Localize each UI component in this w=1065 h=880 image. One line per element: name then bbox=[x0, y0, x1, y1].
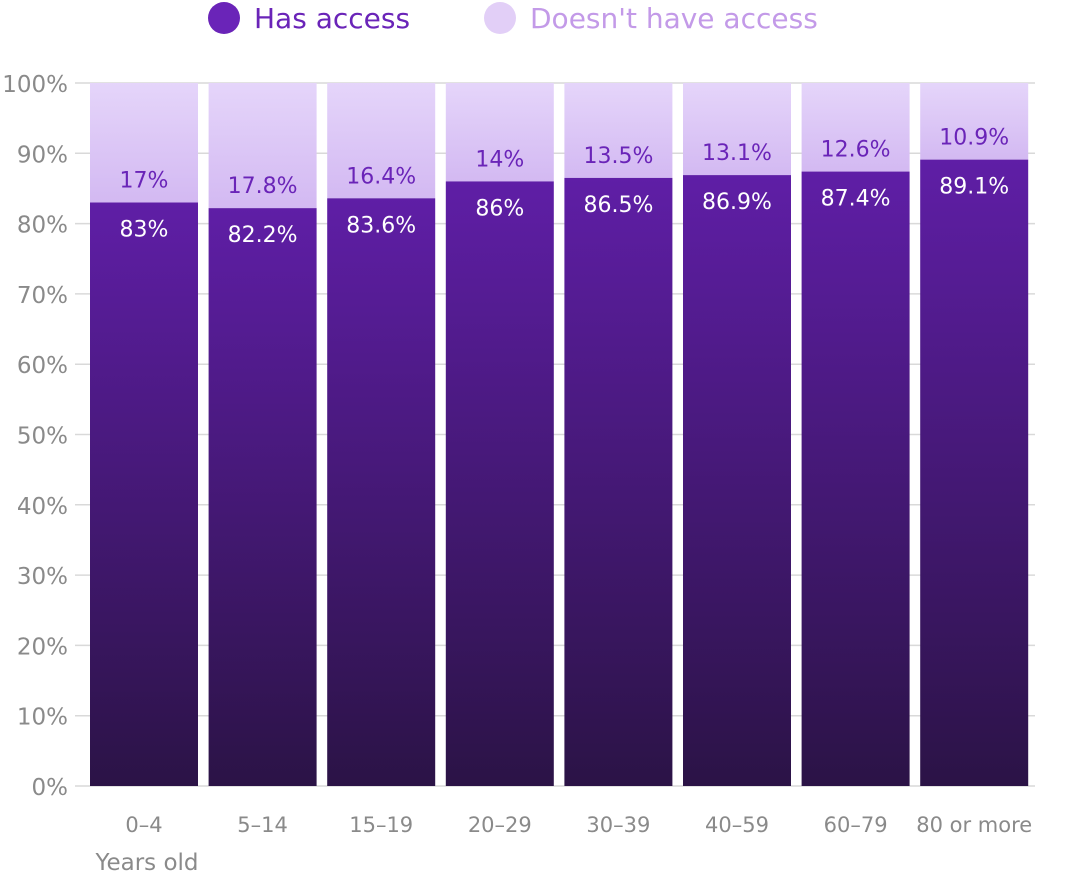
y-tick-label: 20% bbox=[17, 634, 68, 660]
legend-swatch-has-access bbox=[208, 2, 240, 34]
y-tick-label: 100% bbox=[2, 72, 68, 98]
x-axis: 0–4 5–14 15–19 20–29 30–39 40–59 60–79 80 or mo… bbox=[125, 813, 1032, 837]
y-tick-label: 10% bbox=[17, 705, 68, 731]
data-label-has-access: 86.5% bbox=[583, 193, 653, 218]
bar-has-access[interactable] bbox=[208, 208, 317, 786]
bar-has-access[interactable] bbox=[327, 198, 436, 787]
bars: 17% 83% 17.8% 82.2% 16.4% 83.6% 14% 86% 13.5% 86.… bbox=[90, 83, 1029, 787]
data-label-no-access: 17.8% bbox=[228, 174, 298, 199]
legend: Has access Doesn't have access bbox=[0, 0, 1065, 36]
x-tick-label: 15–19 bbox=[349, 813, 413, 837]
legend-label-has-access: Has access bbox=[254, 1, 411, 35]
bar-no-access[interactable] bbox=[90, 83, 198, 203]
x-tick-label: 5–14 bbox=[237, 813, 288, 837]
x-tick-label: 60–79 bbox=[824, 813, 888, 837]
y-tick-label: 0% bbox=[32, 775, 69, 801]
data-label-has-access: 83% bbox=[120, 218, 169, 243]
data-label-has-access: 83.6% bbox=[346, 213, 416, 238]
data-label-has-access: 87.4% bbox=[821, 187, 891, 212]
bar-no-access[interactable] bbox=[445, 83, 554, 182]
data-label-no-access: 13.5% bbox=[583, 144, 653, 169]
x-tick-label: 30–39 bbox=[586, 813, 650, 837]
bar-no-access[interactable] bbox=[327, 83, 436, 199]
bar-has-access[interactable] bbox=[445, 181, 554, 787]
data-label-no-access: 12.6% bbox=[821, 138, 891, 163]
x-tick-label: 80 or more bbox=[916, 813, 1032, 837]
data-label-no-access: 16.4% bbox=[346, 164, 416, 189]
x-tick-label: 20–29 bbox=[468, 813, 532, 837]
y-tick-label: 40% bbox=[17, 494, 68, 520]
legend-item-no-access[interactable]: Doesn't have access bbox=[484, 0, 818, 36]
y-tick-label: 80% bbox=[17, 213, 68, 239]
data-label-has-access: 86.9% bbox=[702, 190, 772, 215]
legend-swatch-no-access bbox=[484, 2, 516, 34]
x-tick-label: 40–59 bbox=[705, 813, 769, 837]
data-label-no-access: 17% bbox=[120, 169, 169, 194]
bar-has-access[interactable] bbox=[90, 202, 198, 786]
data-label-has-access: 89.1% bbox=[939, 175, 1009, 200]
bar-has-access[interactable] bbox=[920, 159, 1029, 786]
bar-has-access[interactable] bbox=[683, 175, 791, 786]
y-tick-label: 50% bbox=[17, 424, 68, 450]
x-axis-title: Years old bbox=[94, 850, 198, 876]
y-axis: 0% 10% 20% 30% 40% 50% 60% 70% 80% 90% 100% bbox=[2, 72, 68, 801]
data-label-no-access: 13.1% bbox=[702, 141, 772, 166]
legend-label-no-access: Doesn't have access bbox=[530, 1, 818, 35]
y-tick-label: 60% bbox=[17, 353, 68, 379]
data-label-has-access: 82.2% bbox=[228, 223, 298, 248]
data-label-has-access: 86% bbox=[475, 196, 524, 221]
y-tick-label: 30% bbox=[17, 564, 68, 590]
bar-no-access[interactable] bbox=[683, 83, 791, 176]
y-tick-label: 70% bbox=[17, 283, 68, 309]
bar-no-access[interactable] bbox=[801, 83, 910, 172]
data-label-no-access: 10.9% bbox=[939, 126, 1009, 151]
legend-item-has-access[interactable]: Has access bbox=[208, 0, 410, 36]
bar-has-access[interactable] bbox=[801, 171, 910, 786]
bar-no-access[interactable] bbox=[564, 83, 673, 178]
x-tick-label: 0–4 bbox=[125, 813, 162, 837]
bar-has-access[interactable] bbox=[564, 177, 673, 786]
data-label-no-access: 14% bbox=[475, 147, 524, 172]
bar-no-access[interactable] bbox=[208, 83, 317, 209]
y-tick-label: 90% bbox=[17, 142, 68, 168]
bar-no-access[interactable] bbox=[920, 83, 1029, 160]
